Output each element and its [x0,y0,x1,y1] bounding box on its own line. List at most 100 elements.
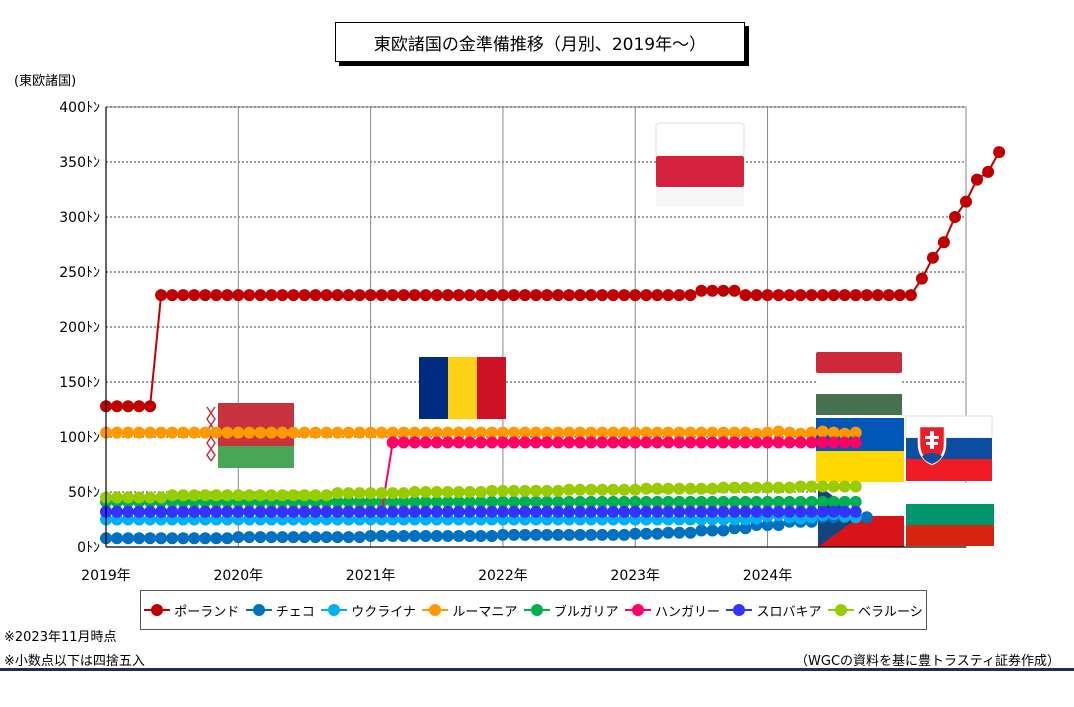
data-point [441,530,454,542]
data-point [651,436,664,449]
data-point [496,495,509,508]
legend-item-ukraine: ウクライナ [321,601,416,620]
data-point [607,436,620,449]
data-point [772,289,785,302]
data-point [607,483,620,496]
data-point [507,289,520,302]
data-point [728,481,741,494]
data-point [386,487,399,500]
data-point [684,526,697,539]
data-point [232,505,245,518]
data-point [827,426,840,439]
data-point [441,505,454,518]
data-point [541,426,553,439]
data-point [552,528,565,541]
data-point [364,289,377,302]
data-point [519,484,531,497]
data-point [937,236,950,249]
data-point [706,426,719,439]
data-point [662,436,675,449]
data-point [265,289,278,302]
data-point [364,495,377,508]
data-point [552,436,565,449]
data-point [408,505,421,518]
data-point [353,426,366,439]
data-point [640,426,653,439]
legend-label-hungary: ハンガリー [655,604,721,620]
data-point [794,436,807,449]
data-point [739,289,752,302]
data-point [507,484,520,497]
data-point [122,505,135,518]
data-point [474,486,487,498]
data-point [915,272,928,285]
data-point [750,481,763,494]
data-point [706,284,719,297]
data-point [254,505,267,518]
data-point [397,487,410,500]
data-point [452,426,465,439]
data-point [507,436,520,449]
bottom-divider [0,668,1074,671]
data-point [221,289,234,302]
data-point [122,532,135,545]
data-point [794,427,807,440]
data-point [530,528,542,541]
data-point [133,400,146,413]
data-point [276,489,289,502]
data-point [309,426,322,439]
data-point [607,289,620,302]
data-point [375,530,388,542]
legend-label-czech: チェコ [275,604,315,620]
legend-swatch-ukraine [321,604,348,616]
data-point [541,484,553,497]
data-point [794,495,807,508]
data-point [904,289,917,302]
data-point [463,436,476,449]
data-point [816,505,829,518]
data-point [574,426,587,439]
data-point [463,505,476,518]
data-point [640,436,653,449]
data-point [474,505,487,518]
data-point [265,426,278,439]
data-point [276,289,289,302]
data-point [452,436,465,449]
data-point [188,532,201,545]
y-tick-label: 350ﾄﾝ [59,155,100,171]
data-point [441,486,454,498]
data-point [519,436,531,449]
data-point [199,426,212,439]
data-point [199,505,212,518]
y-tick-label: 400ﾄﾝ [59,100,100,116]
data-point [882,289,895,302]
data-point [838,436,851,449]
data-point [750,505,763,518]
data-point [530,495,542,508]
x-tick-label: 2020年 [213,568,263,584]
x-tick-label: 2024年 [743,568,793,584]
data-point [342,487,355,500]
data-point [717,426,730,439]
data-point [430,495,443,508]
data-point [585,528,598,541]
data-point [662,482,675,495]
data-point [485,530,498,542]
data-point [408,495,421,508]
data-point [739,495,752,508]
data-point [320,489,333,502]
data-point [750,427,763,440]
data-point [419,505,432,518]
data-point [519,505,531,518]
data-point [585,483,598,496]
data-point [155,289,168,302]
data-point [596,436,609,449]
data-point [485,426,498,439]
data-point [144,400,157,413]
data-point [541,528,553,541]
data-point [960,195,972,208]
data-point [585,436,598,449]
data-point [331,426,344,439]
axis-layer: 0ﾄﾝ 50ﾄﾝ 100ﾄﾝ 150ﾄﾝ 200ﾄﾝ 250ﾄﾝ 300ﾄﾝ 350ﾄﾝ 400… [59,100,966,584]
data-point [353,487,366,500]
